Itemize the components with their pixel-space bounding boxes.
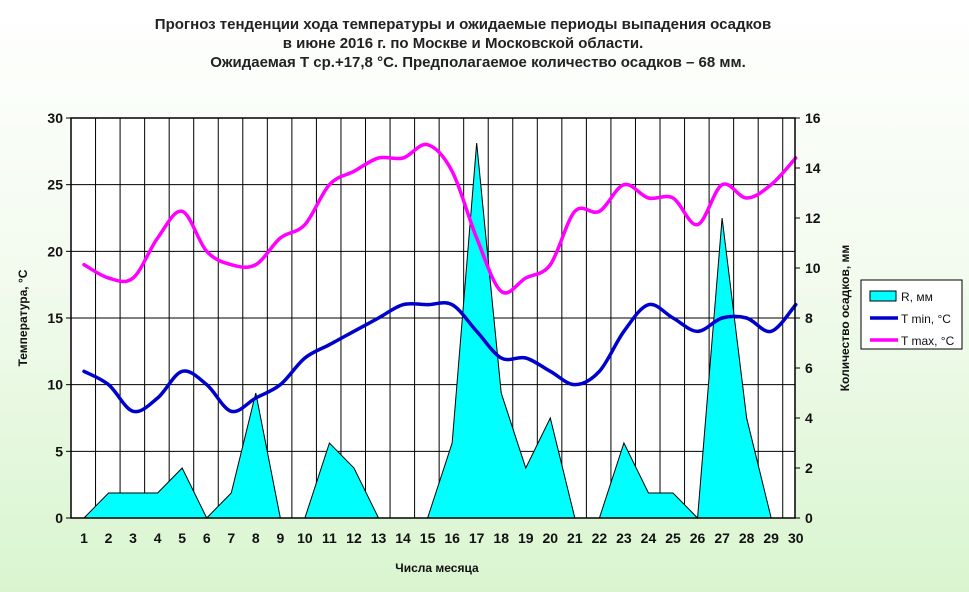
y2-tick-label: 10 [805, 260, 821, 276]
x-tick-label: 24 [641, 530, 657, 546]
x-tick-label: 4 [154, 530, 162, 546]
legend-label-r: R, мм [901, 290, 933, 304]
x-tick-label: 7 [227, 530, 235, 546]
x-tick-label: 14 [395, 530, 411, 546]
x-tick-label: 2 [105, 530, 113, 546]
y-tick-label: 5 [55, 443, 63, 459]
x-tick-label: 26 [690, 530, 706, 546]
x-tick-label: 9 [276, 530, 284, 546]
x-tick-label: 16 [444, 530, 460, 546]
x-tick-label: 27 [714, 530, 730, 546]
x-tick-label: 12 [346, 530, 362, 546]
chart-title-line-1: Прогноз тенденции хода температуры и ожи… [155, 16, 771, 33]
x-tick-label: 29 [763, 530, 779, 546]
y-axis-title: Температура, °С [16, 269, 30, 366]
x-tick-label: 25 [665, 530, 681, 546]
series-line-tmax [82, 142, 798, 295]
y2-tick-label: 4 [805, 410, 813, 426]
x-tick-label: 3 [129, 530, 137, 546]
x-tick-label: 21 [567, 530, 583, 546]
x-tick-label: 15 [420, 530, 436, 546]
legend: R, мм T min, °С T max, °С [860, 279, 963, 350]
chart-title-line-2: в июне 2016 г. по Москве и Московской об… [283, 35, 644, 52]
series-area-precipitation [82, 142, 772, 520]
x-tick-label: 28 [739, 530, 755, 546]
y2-tick-label: 8 [805, 310, 813, 326]
y-tick-label: 30 [47, 110, 63, 126]
series-line-tmin [82, 300, 798, 414]
x-tick-label: 1 [80, 530, 88, 546]
y-tick-label: 20 [47, 243, 63, 259]
x-tick-label: 10 [297, 530, 313, 546]
x-tick-label: 8 [252, 530, 260, 546]
series-layer [82, 142, 798, 520]
chart-title-line-3: Ожидаемая Т ср.+17,8 °С. Предполагаемое … [210, 54, 746, 71]
y2-tick-label: 12 [805, 210, 821, 226]
y-tick-label: 10 [47, 377, 63, 393]
y2-axis-title: Количество осадков, мм [838, 245, 852, 392]
x-tick-label: 6 [203, 530, 211, 546]
y2-tick-label: 6 [805, 360, 813, 376]
x-tick-label: 19 [518, 530, 534, 546]
x-tick-label: 17 [469, 530, 485, 546]
y2-tick-label: 0 [805, 510, 813, 526]
x-tick-label: 20 [543, 530, 559, 546]
y-tick-label: 25 [47, 177, 63, 193]
x-axis-title: Числа месяца [395, 561, 479, 575]
y2-tick-label: 14 [805, 160, 821, 176]
x-tick-label: 11 [322, 530, 337, 546]
x-tick-label: 30 [788, 530, 804, 546]
y-tick-label: 0 [55, 510, 63, 526]
y2-tick-label: 16 [805, 110, 821, 126]
legend-label-tmin: T min, °С [901, 312, 951, 326]
x-tick-label: 23 [616, 530, 632, 546]
grid [71, 117, 795, 519]
legend-label-tmax: T max, °С [901, 334, 955, 348]
y2-tick-label: 2 [805, 460, 813, 476]
y-tick-label: 15 [47, 310, 63, 326]
x-tick-label: 5 [178, 530, 186, 546]
x-tick-label: 18 [493, 530, 509, 546]
x-tick-label: 13 [371, 530, 387, 546]
legend-swatch-r [869, 290, 897, 302]
x-tick-label: 22 [592, 530, 608, 546]
